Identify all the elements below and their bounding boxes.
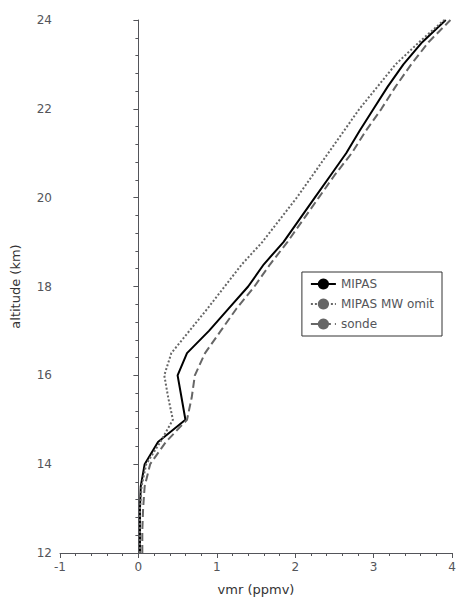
svg-text:MIPAS: MIPAS (341, 277, 377, 291)
svg-text:24: 24 (37, 13, 52, 27)
svg-text:4: 4 (448, 560, 456, 574)
svg-text:16: 16 (37, 368, 52, 382)
svg-text:MIPAS MW omit: MIPAS MW omit (341, 297, 434, 311)
svg-text:vmr (ppmv): vmr (ppmv) (218, 582, 295, 597)
svg-text:14: 14 (37, 457, 52, 471)
svg-text:18: 18 (37, 280, 52, 294)
svg-text:3: 3 (370, 560, 378, 574)
svg-text:sonde: sonde (341, 317, 377, 331)
svg-text:22: 22 (37, 102, 52, 116)
svg-text:altitude (km): altitude (km) (8, 244, 23, 328)
svg-text:12: 12 (37, 546, 52, 560)
svg-text:-1: -1 (54, 560, 66, 574)
svg-text:0: 0 (135, 560, 143, 574)
svg-text:20: 20 (37, 191, 52, 205)
svg-text:2: 2 (291, 560, 299, 574)
svg-text:1: 1 (213, 560, 221, 574)
